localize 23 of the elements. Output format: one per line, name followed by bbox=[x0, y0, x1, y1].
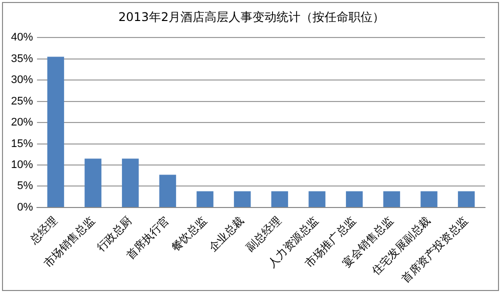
bar bbox=[47, 56, 64, 207]
y-tick-label: 35% bbox=[10, 52, 34, 65]
chart-title: 2013年2月酒店高层人事变动统计（按任命职位） bbox=[117, 9, 386, 26]
y-tick-label: 10% bbox=[10, 159, 34, 172]
y-tick-label: 5% bbox=[17, 180, 34, 192]
bar bbox=[308, 191, 326, 207]
x-tick-label: 总经理 bbox=[26, 214, 60, 248]
y-tick-label: 15% bbox=[10, 138, 34, 150]
y-tick-label: 30% bbox=[10, 74, 34, 86]
y-tick-label: 20% bbox=[10, 116, 34, 129]
bar bbox=[84, 158, 102, 207]
y-tick-label: 25% bbox=[10, 95, 34, 108]
bar bbox=[346, 191, 363, 207]
bar bbox=[122, 158, 139, 207]
bar bbox=[234, 191, 251, 207]
bar bbox=[271, 191, 288, 207]
bar bbox=[196, 191, 214, 207]
bar bbox=[420, 191, 438, 207]
bar bbox=[383, 191, 400, 207]
y-tick-label: 40% bbox=[10, 32, 34, 44]
y-tick-label: 0% bbox=[17, 201, 34, 214]
bar bbox=[458, 191, 475, 207]
bar bbox=[159, 174, 176, 207]
